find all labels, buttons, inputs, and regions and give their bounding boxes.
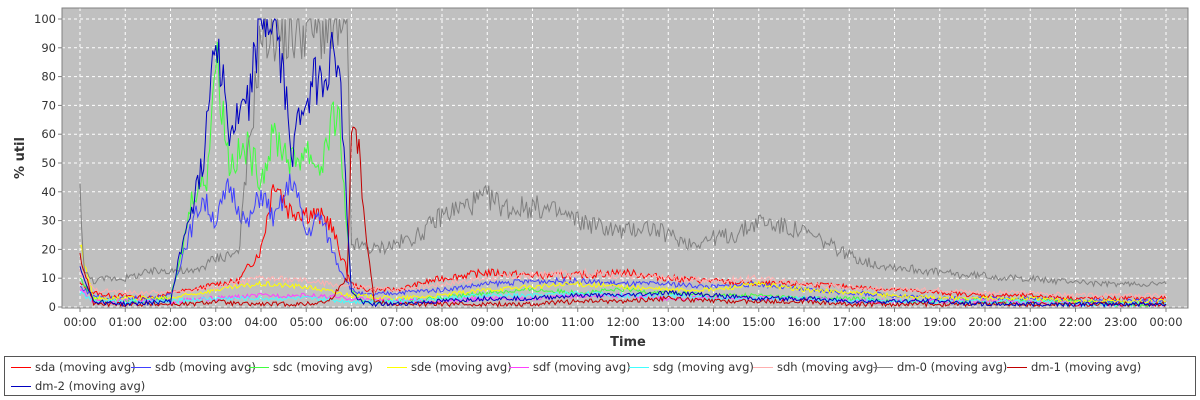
y-tick-label: 50 bbox=[41, 156, 56, 170]
series-line-sda bbox=[79, 184, 1167, 303]
x-tick-label: 08:00 bbox=[425, 315, 458, 329]
legend-label: dm-0 (moving avg) bbox=[897, 360, 1008, 374]
y-tick-label: 30 bbox=[41, 214, 56, 228]
series-layer bbox=[79, 18, 1167, 308]
series-line-sde bbox=[79, 244, 1167, 305]
legend-swatch bbox=[1007, 366, 1027, 368]
x-tick-label: 02:00 bbox=[154, 315, 187, 329]
legend-item-dm-1[interactable]: dm-1 (moving avg) bbox=[1007, 359, 1141, 375]
series-line-sdg bbox=[79, 290, 1167, 308]
y-tick-label: 20 bbox=[41, 242, 56, 256]
plot-background bbox=[62, 8, 1188, 308]
x-tick-label: 18:00 bbox=[878, 315, 911, 329]
plot-frame bbox=[61, 7, 1189, 309]
x-tick-label: 09:00 bbox=[471, 315, 504, 329]
x-tick-label: 06:00 bbox=[335, 315, 368, 329]
legend-swatch bbox=[753, 366, 773, 368]
x-tick-label: 15:00 bbox=[742, 315, 775, 329]
y-tick-label: 60 bbox=[41, 127, 56, 141]
legend-item-sdg[interactable]: sdg (moving avg) bbox=[629, 359, 754, 375]
legend-swatch bbox=[11, 385, 31, 387]
chart: 0 10 20 30 40 50 60 70 80 90 100 00:00 01:00 02:00 03… bbox=[13, 7, 1189, 350]
y-tick-label: 90 bbox=[41, 41, 56, 55]
legend-label: sdg (moving avg) bbox=[653, 360, 754, 374]
grid-lines bbox=[62, 8, 1188, 308]
x-tick-label: 04:00 bbox=[244, 315, 277, 329]
x-tick-label: 00:00 bbox=[1149, 315, 1182, 329]
x-axis: 00:00 01:00 02:00 03:00 04:00 05:00 06:00 07:00… bbox=[63, 308, 1183, 329]
x-tick-label: 19:00 bbox=[923, 315, 956, 329]
x-tick-label: 17:00 bbox=[833, 315, 866, 329]
series-line-dm-0 bbox=[79, 18, 1167, 288]
x-tick-label: 20:00 bbox=[968, 315, 1001, 329]
legend-item-sdf[interactable]: sdf (moving avg) bbox=[509, 359, 631, 375]
x-tick-label: 21:00 bbox=[1014, 315, 1047, 329]
y-tick-label: 10 bbox=[41, 271, 56, 285]
x-tick-label: 13:00 bbox=[652, 315, 685, 329]
legend-swatch bbox=[11, 366, 31, 368]
legend-item-sdb[interactable]: sdb (moving avg) bbox=[131, 359, 256, 375]
legend-swatch bbox=[873, 366, 893, 368]
y-axis-title: % util bbox=[13, 137, 28, 179]
legend-swatch bbox=[131, 366, 151, 368]
legend-label: dm-2 (moving avg) bbox=[35, 379, 146, 393]
legend-label: sdf (moving avg) bbox=[533, 360, 631, 374]
legend-label: sda (moving avg) bbox=[35, 360, 136, 374]
legend: sda (moving avg) sdb (moving avg) sdc (mov… bbox=[4, 356, 1196, 396]
legend-item-sde[interactable]: sde (moving avg) bbox=[387, 359, 512, 375]
legend-label: dm-1 (moving avg) bbox=[1031, 360, 1142, 374]
legend-item-dm-2[interactable]: dm-2 (moving avg) bbox=[11, 378, 145, 394]
legend-label: sdh (moving avg) bbox=[777, 360, 878, 374]
y-tick-label: 40 bbox=[41, 185, 56, 199]
legend-swatch bbox=[387, 366, 407, 368]
x-tick-label: 12:00 bbox=[606, 315, 639, 329]
legend-item-sda[interactable]: sda (moving avg) bbox=[11, 359, 136, 375]
x-tick-label: 07:00 bbox=[380, 315, 413, 329]
x-tick-label: 22:00 bbox=[1059, 315, 1092, 329]
series-line-sdh bbox=[79, 267, 1167, 299]
x-tick-label: 03:00 bbox=[199, 315, 232, 329]
legend-swatch bbox=[509, 366, 529, 368]
x-tick-label: 14:00 bbox=[697, 315, 730, 329]
legend-item-sdh[interactable]: sdh (moving avg) bbox=[753, 359, 878, 375]
x-tick-label: 05:00 bbox=[290, 315, 323, 329]
x-tick-label: 16:00 bbox=[787, 315, 820, 329]
x-tick-label: 01:00 bbox=[109, 315, 142, 329]
x-tick-label: 10:00 bbox=[516, 315, 549, 329]
x-tick-label: 00:00 bbox=[63, 315, 96, 329]
y-tick-label: 100 bbox=[34, 12, 56, 26]
y-tick-label: 70 bbox=[41, 98, 56, 112]
x-tick-label: 11:00 bbox=[561, 315, 594, 329]
series-line-dm-2 bbox=[79, 18, 1167, 308]
legend-swatch bbox=[629, 366, 649, 368]
x-tick-label: 23:00 bbox=[1104, 315, 1137, 329]
y-tick-label: 80 bbox=[41, 70, 56, 84]
x-axis-title: Time bbox=[610, 335, 646, 350]
legend-swatch bbox=[249, 366, 269, 368]
y-tick-label: 0 bbox=[49, 300, 56, 314]
legend-label: sde (moving avg) bbox=[411, 360, 512, 374]
legend-item-sdc[interactable]: sdc (moving avg) bbox=[249, 359, 373, 375]
legend-label: sdc (moving avg) bbox=[273, 360, 373, 374]
legend-label: sdb (moving avg) bbox=[155, 360, 256, 374]
legend-item-dm-0[interactable]: dm-0 (moving avg) bbox=[873, 359, 1007, 375]
y-axis: 0 10 20 30 40 50 60 70 80 90 100 bbox=[34, 12, 62, 314]
